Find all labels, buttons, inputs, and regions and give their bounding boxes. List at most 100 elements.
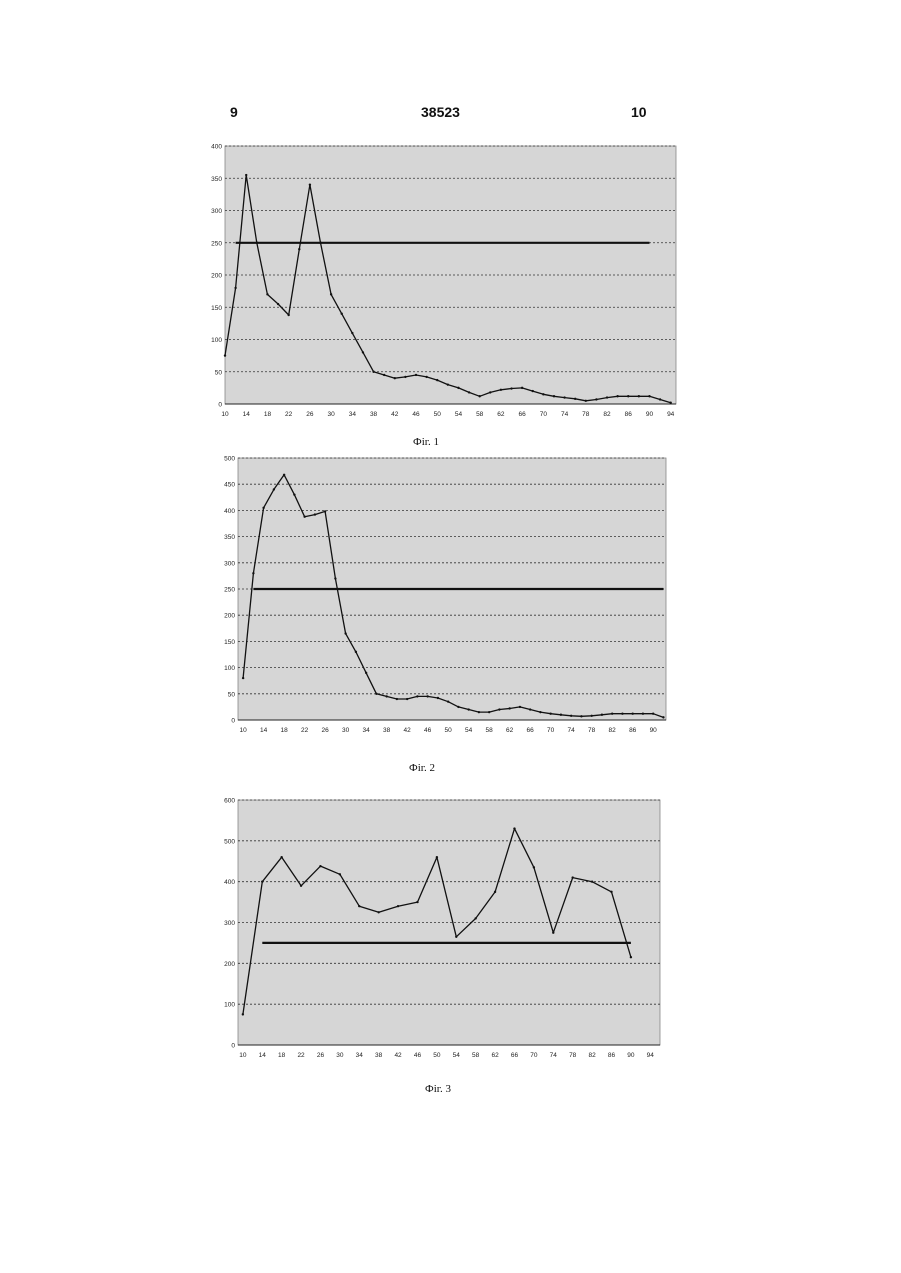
- data-point-1-38: [627, 395, 629, 397]
- data-point-2-23: [478, 711, 480, 713]
- x-tick-label-2-9: 46: [424, 727, 432, 734]
- data-point-1-21: [447, 383, 449, 385]
- data-point-2-13: [375, 693, 377, 695]
- data-point-2-27: [519, 706, 521, 708]
- x-tick-label-2-6: 34: [363, 727, 371, 734]
- data-point-2-18: [426, 695, 428, 697]
- y-tick-label-1-5: 250: [211, 240, 222, 247]
- y-tick-label-3-0: 0: [231, 1043, 235, 1050]
- data-point-2-6: [303, 515, 305, 517]
- x-tick-label-1-10: 50: [434, 411, 442, 418]
- data-point-1-8: [309, 184, 311, 186]
- x-tick-label-1-7: 38: [370, 411, 378, 418]
- x-tick-label-3-19: 86: [608, 1052, 616, 1059]
- x-tick-label-3-12: 58: [472, 1052, 480, 1059]
- x-tick-label-3-9: 46: [414, 1052, 422, 1059]
- data-point-3-1: [261, 880, 263, 882]
- data-point-2-0: [242, 677, 244, 679]
- data-point-1-33: [574, 398, 576, 400]
- data-point-3-16: [552, 932, 554, 934]
- data-point-3-4: [319, 865, 321, 867]
- data-point-3-20: [630, 956, 632, 958]
- data-point-2-28: [529, 708, 531, 710]
- x-tick-label-3-1: 14: [259, 1052, 267, 1059]
- y-tick-label-2-7: 350: [224, 534, 235, 541]
- x-tick-label-1-4: 26: [306, 411, 314, 418]
- y-tick-label-1-7: 350: [211, 176, 222, 183]
- data-point-1-35: [595, 398, 597, 400]
- data-point-1-28: [521, 387, 523, 389]
- x-tick-label-1-12: 58: [476, 411, 484, 418]
- data-point-2-33: [580, 715, 582, 717]
- data-point-2-17: [416, 695, 418, 697]
- x-tick-label-2-20: 90: [650, 727, 658, 734]
- x-tick-label-3-8: 42: [394, 1052, 402, 1059]
- data-point-2-29: [539, 711, 541, 713]
- x-tick-label-1-8: 42: [391, 411, 399, 418]
- x-tick-label-2-7: 38: [383, 727, 391, 734]
- page-number-right: 10: [631, 104, 647, 120]
- x-tick-label-3-7: 38: [375, 1052, 383, 1059]
- data-point-2-15: [396, 698, 398, 700]
- data-point-2-2: [262, 507, 264, 509]
- data-point-2-11: [355, 651, 357, 653]
- data-point-1-30: [542, 393, 544, 395]
- data-point-1-2: [245, 174, 247, 176]
- data-point-1-31: [553, 395, 555, 397]
- data-point-3-0: [242, 1013, 244, 1015]
- data-point-1-1: [234, 287, 236, 289]
- x-tick-label-2-12: 58: [486, 727, 494, 734]
- x-tick-label-3-17: 78: [569, 1052, 577, 1059]
- y-tick-label-2-5: 250: [224, 587, 235, 594]
- x-tick-label-1-20: 90: [646, 411, 654, 418]
- data-point-1-14: [372, 371, 374, 373]
- x-tick-label-3-0: 10: [239, 1052, 247, 1059]
- data-point-3-6: [358, 905, 360, 907]
- x-tick-label-3-4: 26: [317, 1052, 325, 1059]
- x-tick-label-3-14: 66: [511, 1052, 519, 1059]
- x-tick-label-1-6: 34: [349, 411, 357, 418]
- data-point-3-10: [436, 856, 438, 858]
- x-tick-label-3-6: 34: [356, 1052, 364, 1059]
- data-point-2-31: [560, 714, 562, 716]
- data-point-2-20: [447, 700, 449, 702]
- data-point-2-34: [590, 715, 592, 717]
- y-tick-label-3-6: 600: [224, 798, 235, 805]
- data-point-3-3: [300, 885, 302, 887]
- x-tick-label-2-19: 86: [629, 727, 637, 734]
- data-point-2-36: [611, 713, 613, 715]
- x-tick-label-3-5: 30: [336, 1052, 344, 1059]
- data-point-1-19: [425, 376, 427, 378]
- x-tick-label-3-13: 62: [491, 1052, 499, 1059]
- x-tick-label-2-13: 62: [506, 727, 514, 734]
- data-point-1-12: [351, 332, 353, 334]
- data-point-1-15: [383, 374, 385, 376]
- data-point-2-9: [334, 577, 336, 579]
- x-tick-label-1-1: 14: [243, 411, 251, 418]
- data-point-3-11: [455, 936, 457, 938]
- x-tick-label-3-2: 18: [278, 1052, 286, 1059]
- data-point-1-39: [638, 395, 640, 397]
- data-point-1-42: [669, 402, 671, 404]
- x-tick-label-2-1: 14: [260, 727, 268, 734]
- x-tick-label-1-13: 62: [497, 411, 505, 418]
- data-point-3-14: [513, 827, 515, 829]
- data-point-3-17: [571, 876, 573, 878]
- data-point-1-25: [489, 391, 491, 393]
- x-tick-label-3-3: 22: [297, 1052, 305, 1059]
- data-point-1-5: [277, 303, 279, 305]
- data-line-2: [243, 475, 663, 718]
- y-tick-label-2-9: 450: [224, 482, 235, 489]
- plot-area-2: [238, 458, 666, 720]
- data-point-1-40: [648, 395, 650, 397]
- x-tick-label-1-16: 74: [561, 411, 569, 418]
- x-tick-label-2-11: 54: [465, 727, 473, 734]
- data-point-2-1: [252, 572, 254, 574]
- x-tick-label-1-14: 66: [519, 411, 527, 418]
- y-tick-label-1-6: 300: [211, 208, 222, 215]
- data-point-1-23: [468, 391, 470, 393]
- x-tick-label-2-5: 30: [342, 727, 350, 734]
- data-point-2-38: [631, 713, 633, 715]
- data-point-2-39: [642, 713, 644, 715]
- data-point-1-41: [659, 398, 661, 400]
